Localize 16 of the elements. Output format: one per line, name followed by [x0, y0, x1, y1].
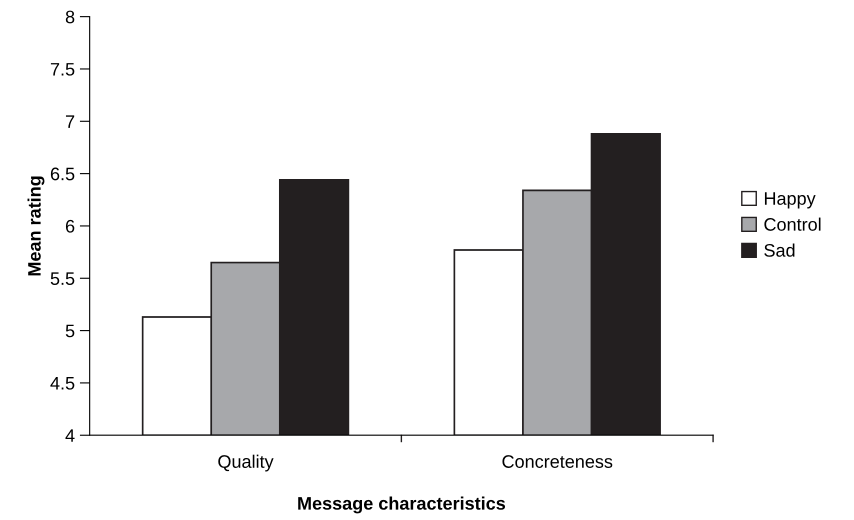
y-tick-label: 4	[65, 429, 75, 442]
y-tick-label: 5.5	[50, 272, 74, 285]
y-tick-label: 5	[66, 324, 74, 338]
y-axis-title: Mean rating	[28, 176, 44, 276]
y-tick-label: 6.5	[50, 168, 74, 180]
y-tick-label: 4.5	[50, 377, 74, 390]
y-tick-label: 8	[66, 10, 74, 24]
legend-label: Sad	[764, 244, 794, 257]
legend-label: Control	[764, 218, 820, 231]
y-tick-label: 7	[66, 115, 74, 128]
x-tick-label: Quality	[218, 454, 274, 472]
y-tick-label: 6	[66, 220, 74, 233]
legend-label: Happy	[764, 192, 816, 208]
x-tick-label: Concreteness	[502, 455, 612, 468]
x-axis-title: Message characteristics	[298, 496, 506, 514]
y-tick-label: 7.5	[50, 63, 74, 76]
